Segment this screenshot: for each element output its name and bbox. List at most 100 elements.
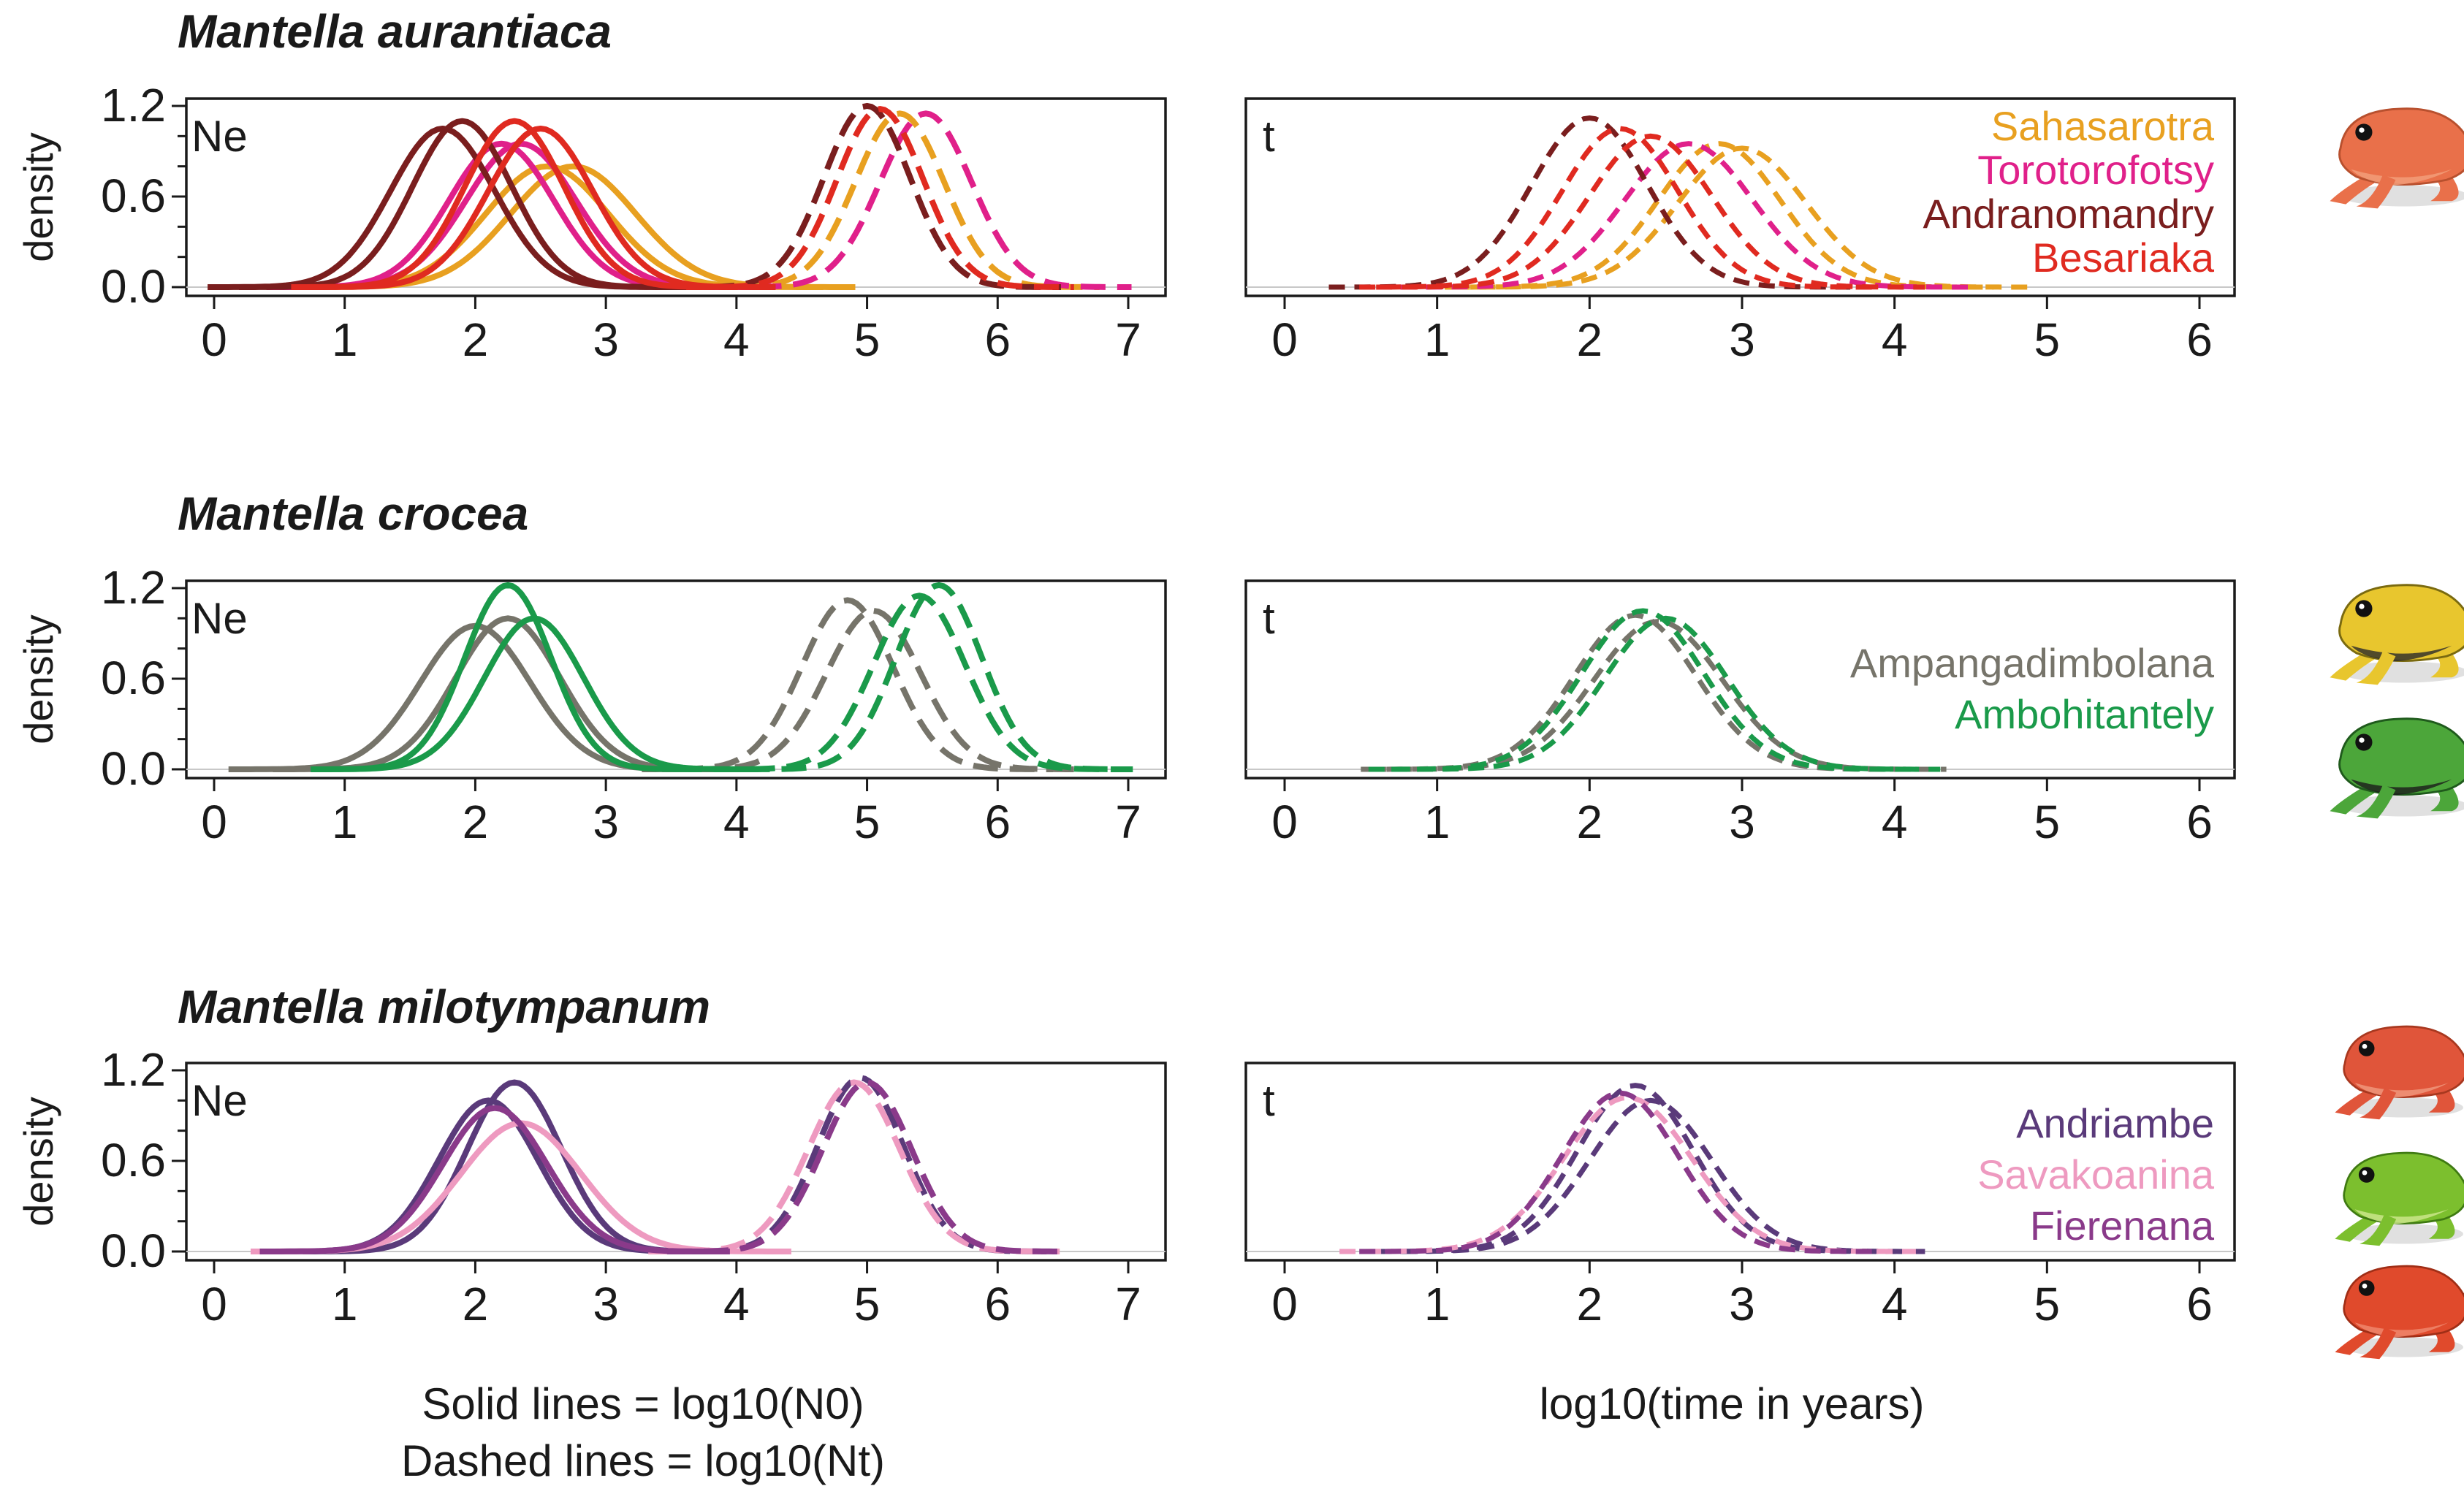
t-xtick-label: 1: [1424, 313, 1450, 366]
ne-ytick-label: 0.0: [101, 1224, 166, 1277]
t-curve: [1368, 608, 1917, 772]
ne-xtick-label: 1: [332, 1278, 358, 1330]
t-xtick-label: 0: [1271, 313, 1298, 366]
ne-ytick-label: 1.2: [101, 561, 166, 614]
caption-dashed-lines: Dashed lines = log10(Nt): [401, 1436, 885, 1485]
ne-xtick-label: 3: [593, 313, 619, 366]
t-xtick-label: 1: [1424, 1278, 1450, 1330]
ne-panel: 0.0 0.6 1.2 density Ne 0 1 2 3 4 5 6 7: [15, 79, 1167, 366]
legend-entry: Torotorofotsy: [1977, 147, 2214, 193]
t-panel-tag: t: [1263, 112, 1275, 161]
ne-panel-frame: [185, 1062, 1167, 1262]
ne-ytick-label: 0.6: [101, 1134, 166, 1186]
t-xtick-label: 5: [2034, 1278, 2061, 1330]
ne-xtick-label: 0: [201, 1278, 227, 1330]
nt-curve: [686, 106, 1074, 290]
caption-solid-lines: Solid lines = log10(N0): [422, 1379, 864, 1428]
t-xtick-label: 4: [1882, 1278, 1908, 1330]
ne-xtick-label: 2: [463, 1278, 489, 1330]
ne-panel-tag: Ne: [191, 1076, 248, 1125]
species-row: Mantella aurantiaca 0.0 0.6 1.2 density Ne 0 1 2…: [15, 5, 2236, 366]
ne-xtick-label: 4: [723, 796, 750, 848]
legend-entry: Sahasarotra: [1991, 103, 2215, 149]
frog-illustration: [2335, 1151, 2464, 1246]
t-curve: [1359, 1090, 1881, 1254]
n0-curve: [251, 1120, 791, 1254]
nt-curve: [745, 582, 1133, 772]
ne-ytick-label: 1.2: [101, 79, 166, 132]
t-panel-tag: t: [1263, 1076, 1275, 1125]
nt-curve: [713, 593, 1125, 772]
t-curve: [1453, 145, 2031, 290]
ne-xtick-label: 7: [1115, 313, 1141, 366]
frog-illustration: [2335, 1025, 2464, 1120]
ne-ytick-label: 0.6: [101, 169, 166, 222]
t-panel-frame: [1244, 97, 2236, 297]
ne-xtick-label: 6: [984, 1278, 1011, 1330]
t-curve: [1400, 141, 1977, 290]
t-panel-tag: t: [1263, 594, 1275, 643]
t-xtick-label: 2: [1577, 1278, 1603, 1330]
t-xtick-label: 4: [1882, 313, 1908, 366]
ne-xtick-label: 0: [201, 796, 227, 848]
ne-xtick-label: 3: [593, 1278, 619, 1330]
ne-ylabel: density: [15, 132, 61, 262]
frog-illustration: [2335, 1265, 2464, 1360]
ne-ytick-label: 0.6: [101, 652, 166, 704]
nt-curve: [667, 1079, 1067, 1254]
ne-ylabel: density: [15, 1097, 61, 1226]
frog-illustration: [2330, 584, 2464, 685]
species-title: Mantella crocea: [178, 487, 528, 540]
t-xtick-label: 5: [2034, 796, 2061, 848]
ne-xtick-label: 2: [463, 313, 489, 366]
ne-panel-tag: Ne: [191, 112, 248, 161]
t-xtick-label: 2: [1577, 796, 1603, 848]
t-curve: [1361, 612, 1910, 772]
ne-xtick-label: 4: [723, 1278, 750, 1330]
t-xtick-label: 3: [1729, 796, 1755, 848]
t-xtick-label: 4: [1882, 796, 1908, 848]
ne-panel: 0.0 0.6 1.2 density Ne 0 1 2 3 4 5 6 7: [15, 561, 1167, 848]
legend-entry: Savakoanina: [1977, 1151, 2215, 1197]
t-curve: [1376, 133, 1925, 290]
species-title: Mantella milotympanum: [178, 980, 710, 1033]
species-row: Mantella crocea 0.0 0.6 1.2 density Ne 0 1 2 3 4 5 6…: [15, 487, 2236, 848]
species-title: Mantella aurantiaca: [178, 5, 612, 58]
ne-panel-tag: Ne: [191, 594, 248, 643]
ne-xtick-label: 6: [984, 796, 1011, 848]
nt-curve: [673, 102, 1061, 290]
t-panel: t 0 1 2 3 4 5 6 Ampangadimbolana Ambohitantely: [1244, 579, 2236, 848]
frog-illustration: [2330, 107, 2464, 209]
t-xtick-label: 3: [1729, 313, 1755, 366]
t-xtick-label: 6: [2186, 313, 2213, 366]
t-curve: [1374, 1083, 1896, 1254]
ne-xtick-label: 0: [201, 313, 227, 366]
nt-curve: [648, 1079, 1060, 1254]
ne-xtick-label: 5: [854, 313, 881, 366]
t-curve: [1339, 1094, 1916, 1254]
ne-xtick-label: 6: [984, 313, 1011, 366]
legend-entry: Ampangadimbolana: [1850, 640, 2215, 686]
nt-curve: [720, 110, 1132, 290]
t-xtick-label: 5: [2034, 313, 2061, 366]
t-xtick-label: 0: [1271, 1278, 1298, 1330]
t-xtick-label: 0: [1271, 796, 1298, 848]
t-xtick-label: 6: [2186, 1278, 2213, 1330]
ne-xtick-label: 7: [1115, 796, 1141, 848]
t-xtick-label: 6: [2186, 796, 2213, 848]
t-curve: [1376, 1097, 1925, 1254]
legend-entry: Fierenana: [2030, 1203, 2215, 1249]
frog-illustration: [2330, 717, 2464, 819]
legend-entry: Andranomandry: [1923, 191, 2214, 237]
ne-xtick-label: 4: [723, 313, 750, 366]
t-panel-frame: [1244, 1062, 2236, 1262]
t-panel: t 0 1 2 3 4 5 6 SahasarotraTorotorofotsyAndranom…: [1244, 97, 2236, 366]
legend-entry: Ambohitantely: [1955, 691, 2214, 737]
t-xtick-label: 1: [1424, 796, 1450, 848]
n0-curve: [259, 1105, 730, 1254]
legend-entry: Andriambe: [2016, 1100, 2214, 1146]
nt-curve: [666, 1075, 1054, 1254]
t-curve: [1359, 126, 1881, 290]
